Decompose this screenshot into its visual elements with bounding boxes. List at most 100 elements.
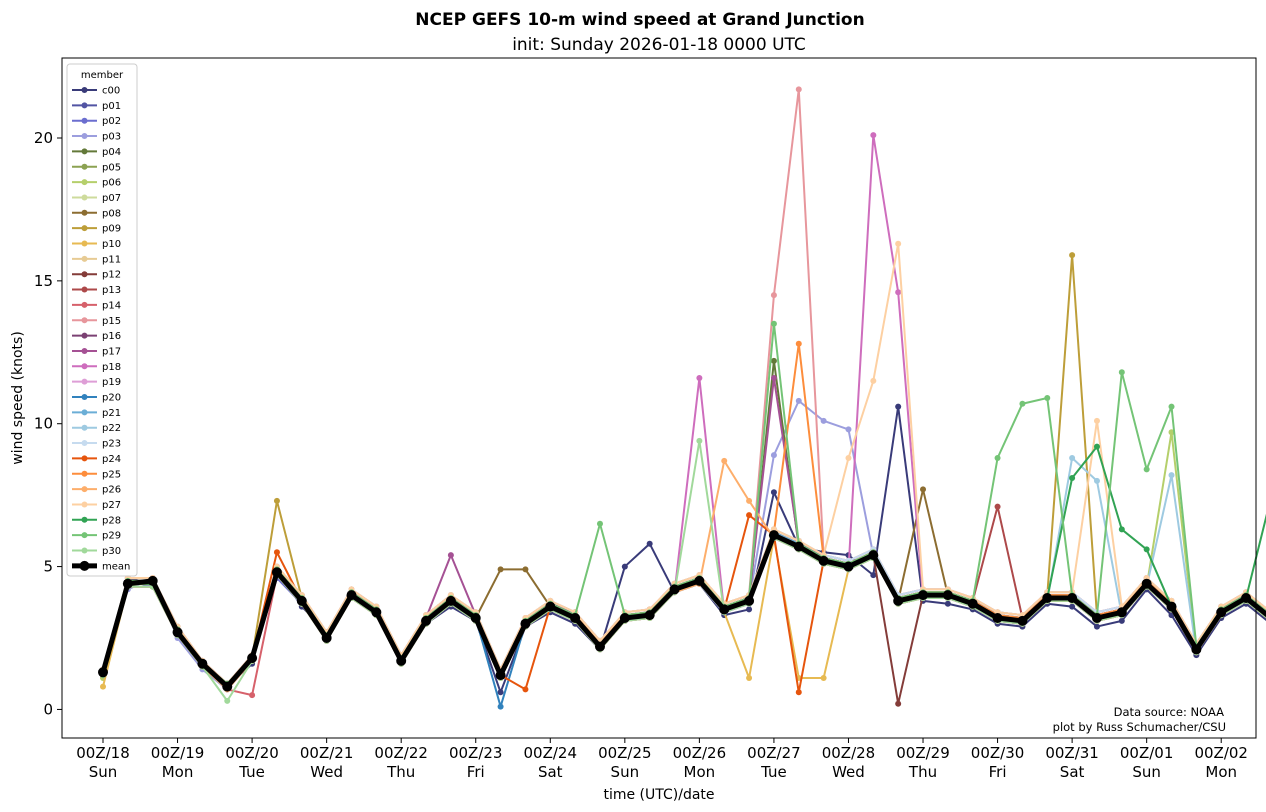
legend-label: p16 xyxy=(102,331,121,342)
data-point-mean xyxy=(744,595,755,606)
legend-label: p19 xyxy=(102,377,121,388)
series-p25 xyxy=(100,340,1266,687)
legend-swatch-marker xyxy=(81,516,88,523)
data-point-mean xyxy=(992,613,1003,623)
legend-item-p22: p22 xyxy=(72,423,121,434)
data-point-mean xyxy=(1141,578,1152,589)
legend-label: p26 xyxy=(102,485,121,496)
data-point-p04 xyxy=(770,357,777,364)
y-tick-label: 10 xyxy=(34,415,53,433)
legend-item-p09: p09 xyxy=(72,224,121,235)
legend-label: mean xyxy=(102,561,130,572)
x-tick-label-time: 00Z/26 xyxy=(673,744,727,762)
x-tick-label-day: Wed xyxy=(310,763,343,781)
data-point-p08 xyxy=(522,566,529,573)
legend-label: p15 xyxy=(102,316,121,327)
plot-area-frame xyxy=(61,57,1257,739)
series-line-p21 xyxy=(102,531,1266,685)
x-tick-label-time: 00Z/02 xyxy=(1194,744,1248,762)
x-tick-label-time: 00Z/01 xyxy=(1120,744,1174,762)
legend-swatch-marker xyxy=(81,486,88,493)
legend-item-c00: c00 xyxy=(72,86,120,97)
y-axis-label: wind speed (knots) xyxy=(10,331,26,465)
data-point-p29 xyxy=(596,520,603,527)
legend-item-p23: p23 xyxy=(72,439,121,450)
legend-label: p28 xyxy=(102,515,121,526)
data-point-mean xyxy=(793,541,804,552)
legend-swatch-marker xyxy=(81,301,88,308)
data-point-mean xyxy=(719,604,730,615)
data-point-c00 xyxy=(646,540,653,547)
data-point-p03 xyxy=(820,417,827,424)
legend-item-p18: p18 xyxy=(72,362,121,373)
legend-item-p20: p20 xyxy=(72,393,121,404)
data-point-p27 xyxy=(845,455,852,461)
data-point-p10 xyxy=(746,675,753,681)
x-tick-label-time: 00Z/22 xyxy=(374,744,428,762)
data-point-mean xyxy=(967,598,978,609)
data-point-p15 xyxy=(795,86,802,93)
x-tick-label-day: Wed xyxy=(832,763,865,781)
legend-box xyxy=(66,63,138,577)
legend-label: p24 xyxy=(102,454,121,465)
legend-swatch-marker xyxy=(81,179,88,186)
data-point-c00 xyxy=(621,563,628,570)
data-point-p14 xyxy=(249,692,256,699)
legend-label: c00 xyxy=(102,86,120,97)
data-point-mean xyxy=(346,590,357,601)
x-tick-label-day: Thu xyxy=(386,763,415,781)
y-tick-label: 20 xyxy=(34,129,53,147)
legend-label: p09 xyxy=(102,224,121,235)
data-point-mean xyxy=(421,615,432,626)
legend-title: member xyxy=(81,70,124,81)
data-point-p03 xyxy=(770,452,777,459)
legend-swatch-marker xyxy=(81,347,88,354)
series-line-p09 xyxy=(102,254,1266,685)
legend-label: p29 xyxy=(102,531,121,542)
legend-item-p16: p16 xyxy=(72,331,121,342)
series-p28 xyxy=(100,443,1266,690)
data-point-c00 xyxy=(895,403,902,410)
data-point-p24 xyxy=(273,549,280,556)
data-point-mean xyxy=(594,641,605,652)
x-tick-label-time: 00Z/31 xyxy=(1045,744,1099,762)
data-point-mean xyxy=(321,633,332,643)
data-point-mean xyxy=(818,555,829,566)
legend-swatch-marker xyxy=(81,225,88,232)
legend-swatch-marker xyxy=(81,240,88,247)
data-point-p25 xyxy=(795,340,802,347)
legend-item-p26: p26 xyxy=(72,485,121,496)
data-point-mean xyxy=(1017,615,1028,626)
legend-item-p08: p08 xyxy=(72,208,121,219)
legend-item-p11: p11 xyxy=(72,254,121,265)
legend-label: p27 xyxy=(102,500,121,511)
legend-swatch-marker xyxy=(81,271,88,278)
data-point-p15 xyxy=(770,292,777,299)
x-tick-label-day: Fri xyxy=(989,763,1007,781)
data-point-p29 xyxy=(1019,400,1026,407)
x-tick-label-time: 00Z/21 xyxy=(300,744,354,762)
legend-item-p06: p06 xyxy=(72,178,121,189)
legend-swatch-marker xyxy=(81,286,88,293)
legend-label: p30 xyxy=(102,546,121,557)
credit-author: plot by Russ Schumacher/CSU xyxy=(1053,720,1226,734)
data-point-mean xyxy=(222,681,233,692)
series-p29 xyxy=(100,320,1266,687)
data-point-mean xyxy=(445,595,456,606)
data-point-p12 xyxy=(895,700,902,707)
data-point-mean xyxy=(470,613,481,623)
legend-item-p04: p04 xyxy=(72,147,121,158)
data-point-mean xyxy=(197,658,208,669)
data-point-p28 xyxy=(1143,546,1150,553)
legend-label: p05 xyxy=(102,162,121,173)
credit-source: Data source: NOAA xyxy=(1114,705,1224,719)
legend-swatch-marker xyxy=(81,133,88,140)
data-point-p24 xyxy=(795,689,802,696)
legend-label: p06 xyxy=(102,178,121,189)
data-point-p06 xyxy=(1168,429,1175,436)
data-point-p29 xyxy=(994,455,1001,461)
data-point-mean xyxy=(172,627,183,638)
legend-swatch-marker xyxy=(79,560,90,571)
x-tick-label-day: Tue xyxy=(760,763,787,781)
legend-item-p05: p05 xyxy=(72,162,121,173)
